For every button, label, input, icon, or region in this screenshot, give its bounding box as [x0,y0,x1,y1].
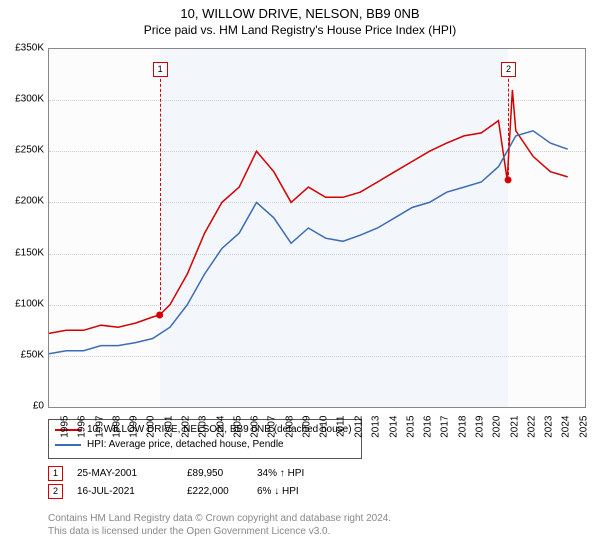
chart-plot-area: 12 [48,48,586,408]
footer-line: Contains HM Land Registry data © Crown c… [48,512,391,525]
y-axis-label: £200K [6,196,44,207]
footer-attribution: Contains HM Land Registry data © Crown c… [48,512,391,538]
transaction-marker: 1 [48,466,63,481]
transaction-price: £222,000 [187,486,257,497]
x-axis-label: 1997 [94,416,105,438]
chart-marker: 1 [153,62,168,77]
x-axis-label: 2018 [457,416,468,438]
series-property [49,90,568,334]
x-axis-label: 2023 [543,416,554,438]
y-axis-label: £350K [6,43,44,54]
y-axis-label: £300K [6,94,44,105]
x-axis-label: 1995 [59,416,70,438]
x-axis-label: 2001 [163,416,174,438]
footer-line: This data is licensed under the Open Gov… [48,525,391,538]
x-axis-label: 2007 [267,416,278,438]
x-axis-label: 2015 [405,416,416,438]
x-axis-label: 2025 [578,416,589,438]
transaction-table: 1 25-MAY-2001 £89,950 34% ↑ HPI 2 16-JUL… [48,464,304,500]
x-axis-label: 2006 [249,416,260,438]
chart-svg [49,49,585,407]
transaction-date: 25-MAY-2001 [77,468,187,479]
y-axis-label: £150K [6,247,44,258]
y-axis-label: £50K [6,349,44,360]
x-axis-label: 2017 [440,416,451,438]
chart-subtitle: Price paid vs. HM Land Registry's House … [0,21,600,37]
transaction-price: £89,950 [187,468,257,479]
transaction-row: 2 16-JUL-2021 £222,000 6% ↓ HPI [48,482,304,500]
legend-label: HPI: Average price, detached house, Pend… [87,439,284,450]
series-hpi [49,131,568,354]
x-axis-label: 2020 [492,416,503,438]
transaction-marker: 2 [48,484,63,499]
x-axis-label: 2003 [198,416,209,438]
y-axis-label: £100K [6,298,44,309]
x-axis-label: 2005 [232,416,243,438]
chart-title: 10, WILLOW DRIVE, NELSON, BB9 0NB [0,0,600,21]
x-axis-label: 1996 [77,416,88,438]
x-axis-label: 2021 [509,416,520,438]
y-axis-label: £250K [6,145,44,156]
x-axis-label: 2014 [388,416,399,438]
x-axis-label: 1998 [111,416,122,438]
transaction-diff: 6% ↓ HPI [257,486,299,497]
chart-marker: 2 [501,62,516,77]
legend-swatch [55,444,81,446]
x-axis-label: 2000 [146,416,157,438]
x-axis-label: 2009 [301,416,312,438]
y-axis-label: £0 [6,401,44,412]
x-axis-label: 2019 [474,416,485,438]
x-axis-label: 2024 [561,416,572,438]
x-axis-label: 2016 [422,416,433,438]
transaction-date: 16-JUL-2021 [77,486,187,497]
chart-container: 10, WILLOW DRIVE, NELSON, BB9 0NB Price … [0,0,600,560]
x-axis-label: 2013 [370,416,381,438]
transaction-row: 1 25-MAY-2001 £89,950 34% ↑ HPI [48,464,304,482]
x-axis-label: 2012 [353,416,364,438]
x-axis-label: 2002 [180,416,191,438]
x-axis-label: 2011 [335,416,346,438]
x-axis-label: 2022 [526,416,537,438]
x-axis-label: 1999 [128,416,139,438]
x-axis-label: 2010 [319,416,330,438]
x-axis-label: 2008 [284,416,295,438]
legend-item: HPI: Average price, detached house, Pend… [55,437,355,452]
x-axis-label: 2004 [215,416,226,438]
transaction-diff: 34% ↑ HPI [257,468,304,479]
